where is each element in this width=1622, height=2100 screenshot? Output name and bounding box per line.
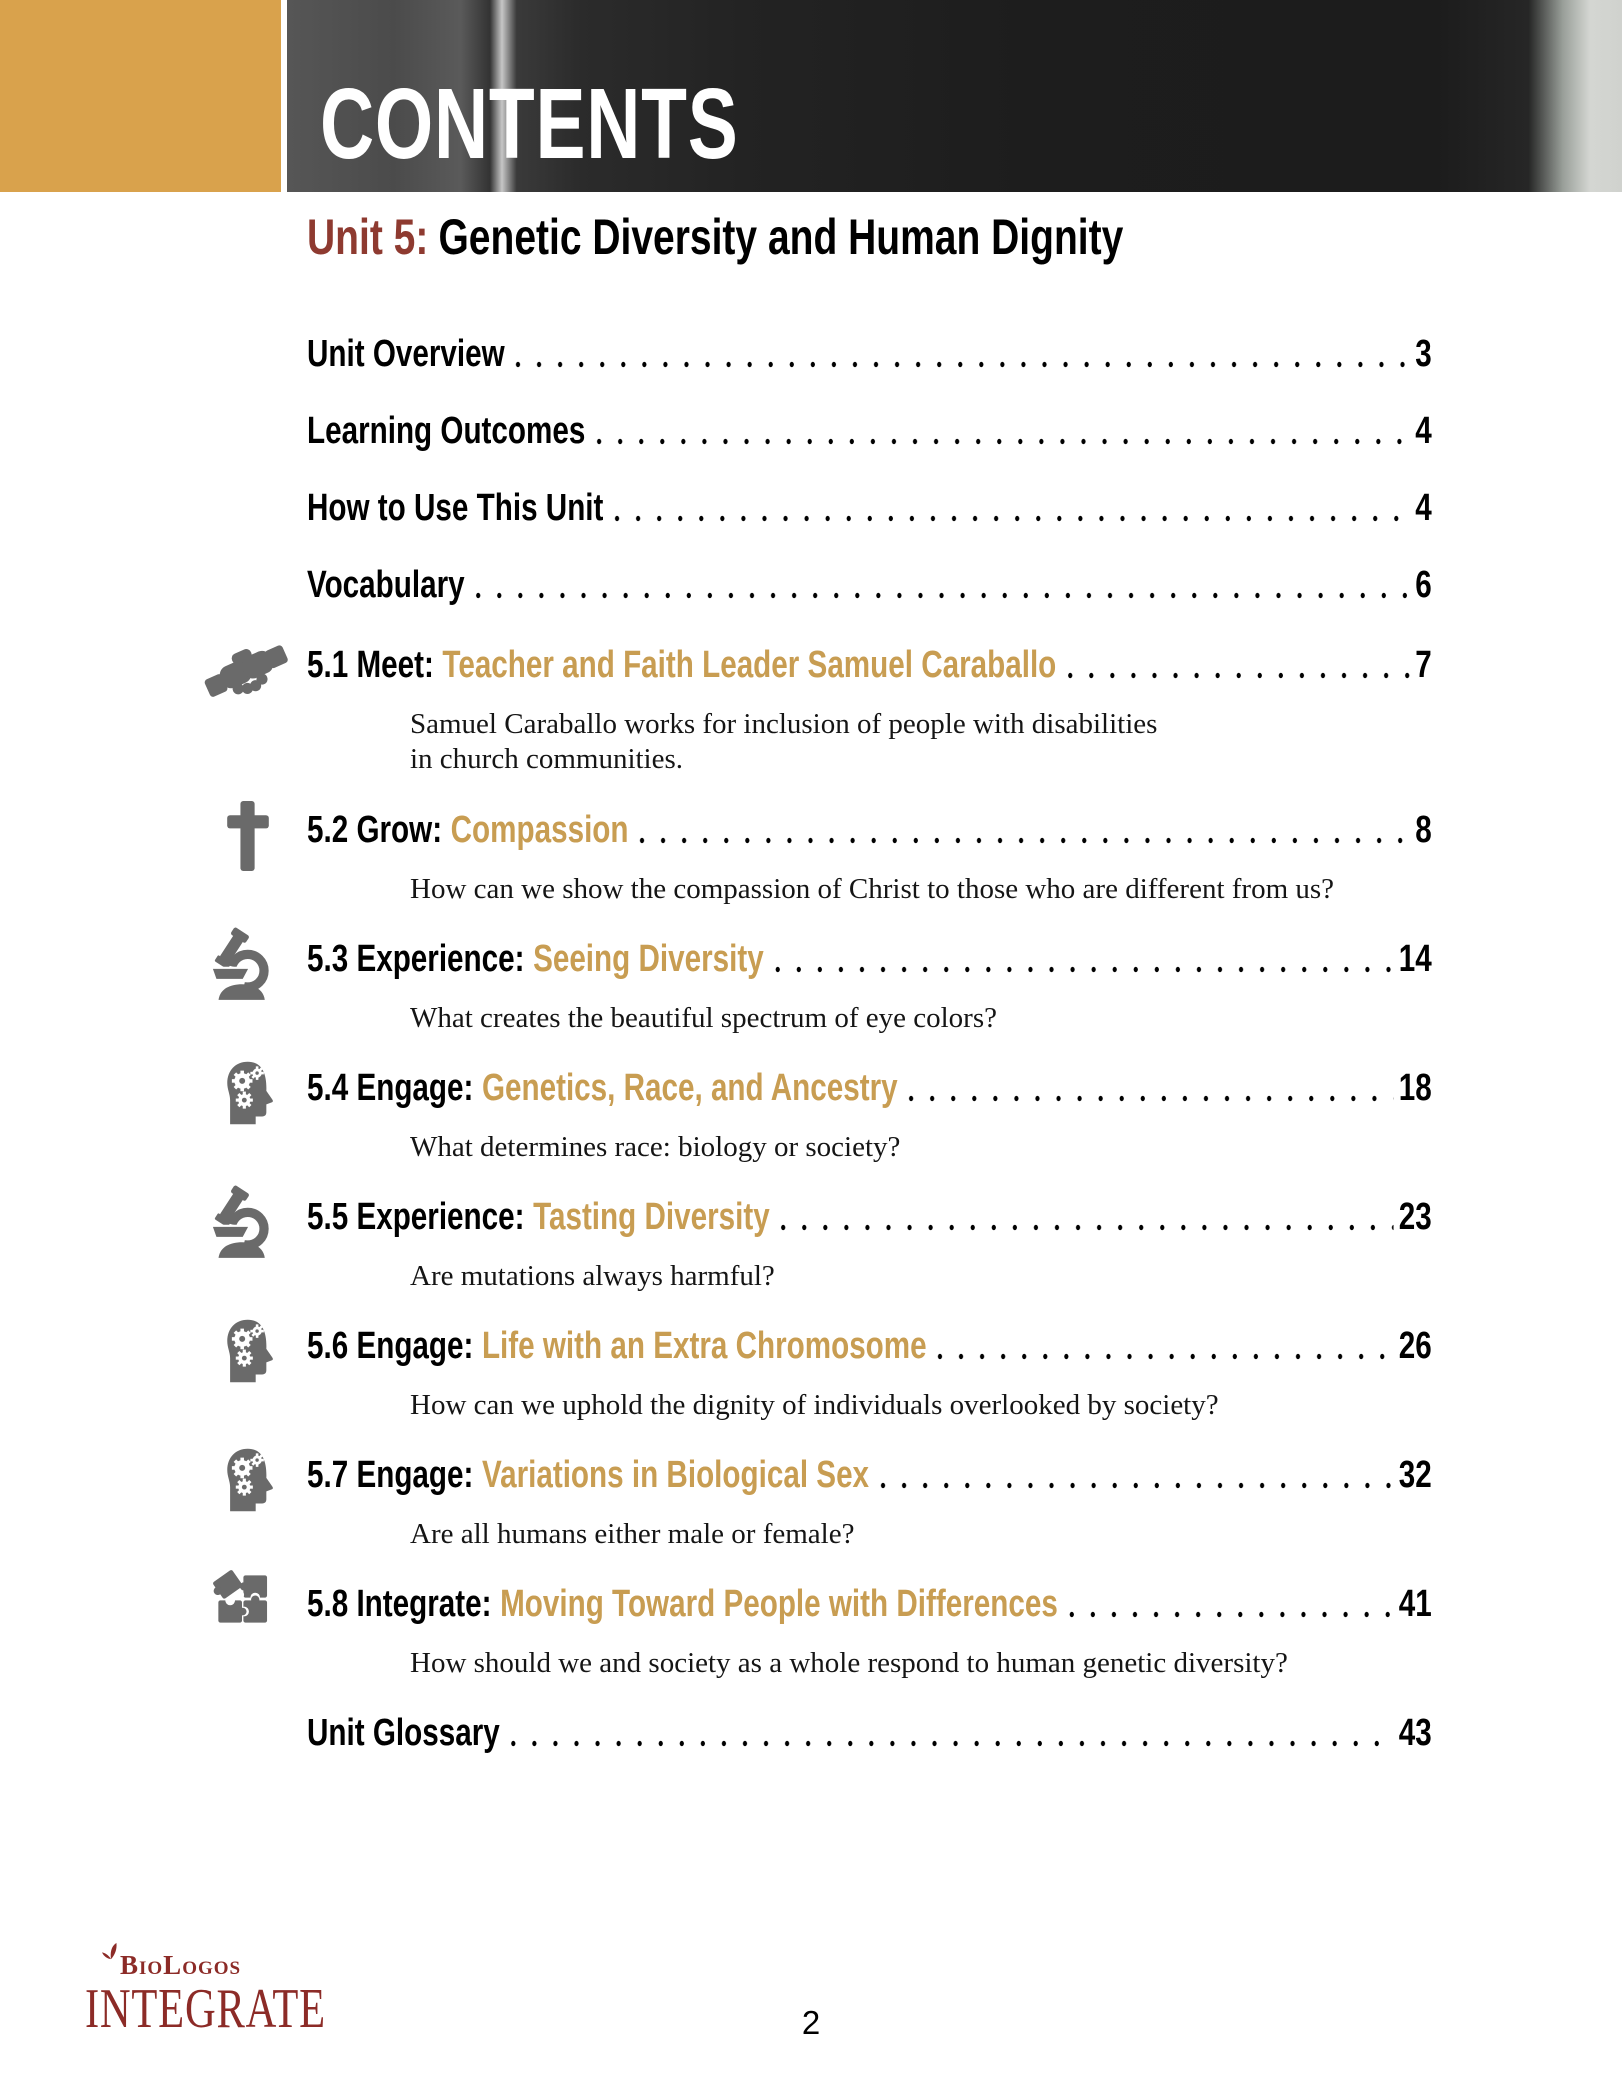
page-number: 3 <box>1415 333 1432 375</box>
lesson-label: 5.6 Engage: <box>307 1325 474 1367</box>
dotted-leader <box>596 438 1410 445</box>
page-number: 4 <box>1415 410 1432 452</box>
lesson-description: What creates the beautiful spectrum of e… <box>410 1002 997 1034</box>
page-number: 6 <box>1415 564 1432 606</box>
page-number: 7 <box>1415 644 1432 686</box>
microscope-icon <box>210 1181 274 1265</box>
puzzle-icon <box>204 1567 280 1631</box>
lesson-label: 5.4 Engage: <box>307 1067 474 1109</box>
lesson-title: Life with an Extra Chromosome <box>481 1325 927 1367</box>
lesson-label: 5.1 Meet: <box>307 644 434 686</box>
lesson-label: 5.5 Experience: <box>307 1196 525 1238</box>
page-number: 18 <box>1398 1067 1432 1109</box>
page-number: 26 <box>1398 1325 1432 1367</box>
dotted-leader <box>879 1482 1394 1489</box>
page-number: 43 <box>1398 1712 1432 1754</box>
lesson-label: 5.3 Experience: <box>307 938 525 980</box>
toc-entry-unit-glossary[interactable]: Unit Glossary 43 <box>307 1713 1432 1753</box>
toc-entry-unit-overview[interactable]: Unit Overview 3 <box>307 334 1432 374</box>
unit-heading: Unit 5: Genetic Diversity and Human Digni… <box>307 212 1123 262</box>
lesson-description: Samuel Caraballo works for inclusion of … <box>410 708 1158 775</box>
biologos-wordmark: BioLogos <box>120 1950 242 1980</box>
lesson-label: 5.8 Integrate: <box>307 1583 492 1625</box>
toc-lesson-5-4: 5.4 Engage: Genetics, Race, and Ancestry… <box>307 1068 1432 1165</box>
toc-entry-label: Unit Glossary <box>307 1712 500 1754</box>
lesson-label: 5.2 Grow: <box>307 809 443 851</box>
microscope-icon <box>210 923 274 1007</box>
leaf-icon <box>102 1942 120 1960</box>
toc-lesson-5-3: 5.3 Experience: Seeing Diversity 14 What… <box>307 939 1432 1036</box>
lesson-description: Are mutations always harmful? <box>410 1260 775 1292</box>
toc-entry-lesson[interactable]: 5.7 Engage: Variations in Biological Sex… <box>307 1455 1432 1495</box>
toc-lesson-5-6: 5.6 Engage: Life with an Extra Chromosom… <box>307 1326 1432 1423</box>
page-number: 14 <box>1398 938 1432 980</box>
lesson-title: Moving Toward People with Differences <box>500 1583 1058 1625</box>
toc-entry-label: Learning Outcomes <box>307 410 586 452</box>
head-gears-icon <box>223 1447 277 1513</box>
toc-entry-lesson[interactable]: 5.8 Integrate: Moving Toward People with… <box>307 1584 1432 1624</box>
toc-entry-learning-outcomes[interactable]: Learning Outcomes 4 <box>307 411 1432 451</box>
dotted-leader <box>937 1353 1394 1360</box>
lesson-description: How can we uphold the dignity of individ… <box>410 1389 1219 1421</box>
lesson-title: Seeing Diversity <box>533 938 764 980</box>
lesson-description: Are all humans either male or female? <box>410 1518 855 1550</box>
toc-entry-lesson[interactable]: 5.2 Grow: Compassion 8 <box>307 810 1432 850</box>
cross-icon <box>227 801 269 871</box>
unit-title: Genetic Diversity and Human Dignity <box>438 209 1124 265</box>
head-gears-icon <box>223 1060 277 1126</box>
lesson-title: Compassion <box>450 809 629 851</box>
page-number: 32 <box>1398 1454 1432 1496</box>
dotted-leader <box>1068 1611 1394 1618</box>
lesson-description: What determines race: biology or society… <box>410 1131 901 1163</box>
dotted-leader <box>780 1224 1394 1231</box>
dotted-leader <box>774 966 1394 973</box>
banner-accent-block <box>0 0 281 192</box>
toc-entry-label: How to Use This Unit <box>307 487 604 529</box>
dotted-leader <box>639 837 1410 844</box>
lesson-description: How should we and society as a whole res… <box>410 1647 1288 1679</box>
page-title: CONTENTS <box>320 68 739 180</box>
dotted-leader <box>614 515 1410 522</box>
toc-lesson-5-5: 5.5 Experience: Tasting Diversity 23 Are… <box>307 1197 1432 1294</box>
lesson-title: Teacher and Faith Leader Samuel Caraball… <box>442 644 1057 686</box>
toc-entry-lesson[interactable]: 5.1 Meet: Teacher and Faith Leader Samue… <box>307 645 1432 685</box>
toc-lesson-5-2: 5.2 Grow: Compassion 8 How can we show t… <box>307 810 1432 907</box>
toc-entry-vocabulary[interactable]: Vocabulary 6 <box>307 565 1432 605</box>
table-of-contents: Unit Overview 3 Learning Outcomes 4 How … <box>307 334 1432 1753</box>
toc-entry-lesson[interactable]: 5.3 Experience: Seeing Diversity 14 <box>307 939 1432 979</box>
toc-entry-label: Unit Overview <box>307 333 505 375</box>
lesson-title: Variations in Biological Sex <box>481 1454 870 1496</box>
dotted-leader <box>475 592 1410 599</box>
page-number: 8 <box>1415 809 1432 851</box>
lesson-title: Genetics, Race, and Ancestry <box>481 1067 898 1109</box>
lesson-title: Tasting Diversity <box>533 1196 770 1238</box>
head-gears-icon <box>223 1318 277 1384</box>
toc-entry-label: Vocabulary <box>307 564 465 606</box>
dotted-leader <box>908 1095 1394 1102</box>
dotted-leader <box>510 1740 1394 1747</box>
unit-number: Unit 5: <box>307 209 429 265</box>
toc-lesson-5-1: 5.1 Meet: Teacher and Faith Leader Samue… <box>307 645 1432 777</box>
footer-logo: BioLogos INTEGRATE <box>85 1952 402 2037</box>
page-number: 23 <box>1398 1196 1432 1238</box>
dotted-leader <box>1067 672 1410 679</box>
lesson-label: 5.7 Engage: <box>307 1454 474 1496</box>
handshake-icon <box>204 639 292 711</box>
lesson-description: How can we show the compassion of Christ… <box>410 873 1335 905</box>
page-number: 4 <box>1415 487 1432 529</box>
toc-lesson-5-7: 5.7 Engage: Variations in Biological Sex… <box>307 1455 1432 1552</box>
toc-entry-how-to-use[interactable]: How to Use This Unit 4 <box>307 488 1432 528</box>
banner-photo <box>287 0 1622 192</box>
integrate-wordmark: INTEGRATE <box>85 1978 326 2040</box>
toc-entry-lesson[interactable]: 5.4 Engage: Genetics, Race, and Ancestry… <box>307 1068 1432 1108</box>
page-banner: CONTENTS <box>0 0 1622 192</box>
toc-lesson-5-8: 5.8 Integrate: Moving Toward People with… <box>307 1584 1432 1681</box>
toc-entry-lesson[interactable]: 5.5 Experience: Tasting Diversity 23 <box>307 1197 1432 1237</box>
footer-page-number: 2 <box>801 2004 821 2041</box>
dotted-leader <box>515 361 1410 368</box>
toc-entry-lesson[interactable]: 5.6 Engage: Life with an Extra Chromosom… <box>307 1326 1432 1366</box>
page-number: 41 <box>1398 1583 1432 1625</box>
